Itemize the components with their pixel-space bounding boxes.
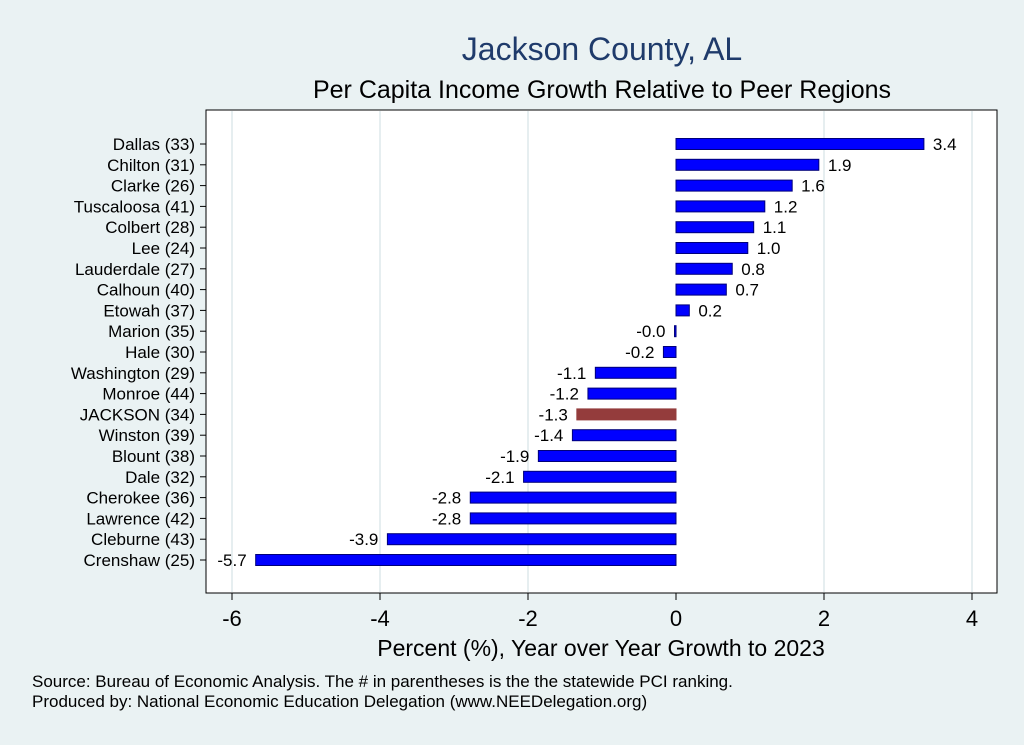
bar-value-label: 3.4 <box>933 135 957 154</box>
producer-line: Produced by: National Economic Education… <box>32 692 648 711</box>
bar-value-label: -5.7 <box>217 551 246 570</box>
x-tick-label: -6 <box>222 606 242 631</box>
bar-value-label: 1.9 <box>828 156 852 175</box>
category-label: Colbert (28) <box>105 218 195 237</box>
x-tick-label: 4 <box>966 606 978 631</box>
category-label: Dale (32) <box>125 468 195 487</box>
bar <box>675 179 793 192</box>
bar-value-label: 1.2 <box>774 197 798 216</box>
bar-highlight <box>576 408 677 421</box>
category-label: Cherokee (36) <box>86 489 195 508</box>
category-label: Chilton (31) <box>107 156 195 175</box>
bar <box>587 387 677 400</box>
bar-value-label: -2.1 <box>485 468 514 487</box>
category-label: Monroe (44) <box>102 385 195 404</box>
x-tick-label: -4 <box>370 606 390 631</box>
bar-value-label: 1.6 <box>801 177 825 196</box>
bar <box>523 470 677 483</box>
axes: Dallas (33) Chilton (31) Clarke (26)Tuscal… <box>71 135 978 631</box>
bar <box>469 491 677 504</box>
bar-value-label: -2.8 <box>432 509 461 528</box>
bar-value-label: 1.0 <box>757 239 781 258</box>
source-line: Source: Bureau of Economic Analysis. The… <box>32 672 733 691</box>
bar-value-label: 0.8 <box>741 260 765 279</box>
x-tick-label: -2 <box>518 606 538 631</box>
bar <box>571 429 677 442</box>
bar <box>675 200 766 213</box>
grid-lines <box>231 111 973 592</box>
bar <box>662 346 677 358</box>
bar-value-label: -1.1 <box>557 364 586 383</box>
bar <box>255 554 677 566</box>
bar-value-label: -2.8 <box>432 489 461 508</box>
x-tick-label: 2 <box>818 606 830 631</box>
bar <box>675 158 820 171</box>
source-note: Source: Bureau of Economic Analysis. The… <box>32 672 733 712</box>
category-label: Marion (35) <box>108 322 195 341</box>
category-label: Etowah (37) <box>103 301 195 320</box>
category-label: Lee (24) <box>132 239 195 258</box>
category-label: Clarke (26) <box>111 177 195 196</box>
bar <box>675 138 925 150</box>
category-label: JACKSON (34) <box>80 405 195 424</box>
chart-subtitle: Per Capita Income Growth Relative to Pee… <box>313 76 891 104</box>
bar-value-label: -1.3 <box>539 405 568 424</box>
bar-value-label: 0.2 <box>698 301 722 320</box>
bar <box>674 325 677 338</box>
category-label: Blount (38) <box>112 447 195 466</box>
category-label: Lawrence (42) <box>86 509 195 528</box>
bar-value-label: -1.9 <box>500 447 529 466</box>
bar-value-label: -0.0 <box>636 322 665 341</box>
category-label: Washington (29) <box>71 364 195 383</box>
category-label: Tuscaloosa (41) <box>74 197 195 216</box>
bar <box>675 304 690 317</box>
bar-value-label: -0.2 <box>625 343 654 362</box>
category-label: Dallas (33) <box>113 135 195 154</box>
bar <box>469 512 677 525</box>
category-label: Cleburne (43) <box>91 530 195 549</box>
bars: 3.4 1.91.61.2 1.1 1.0 0.8 0.7 0.2 -0.0 -0.2 -1.1 -… <box>217 135 956 570</box>
bar <box>386 533 677 546</box>
bar <box>594 366 677 379</box>
bar <box>675 283 727 296</box>
category-label: Hale (30) <box>125 343 195 362</box>
bar-value-label: -1.4 <box>534 426 563 445</box>
bar-value-label: -1.2 <box>550 385 579 404</box>
bar-value-label: 0.7 <box>735 281 759 300</box>
bar <box>675 262 733 275</box>
bar <box>537 450 677 462</box>
category-label: Lauderdale (27) <box>75 260 195 279</box>
x-tick-label: 0 <box>670 606 682 631</box>
bar-value-label: -3.9 <box>349 530 378 549</box>
category-label: Calhoun (40) <box>97 281 195 300</box>
category-label: Crenshaw (25) <box>84 551 196 570</box>
bar <box>675 221 755 234</box>
chart-title: Jackson County, AL <box>462 31 742 67</box>
bar <box>675 242 749 254</box>
category-label: Winston (39) <box>99 426 195 445</box>
bar-value-label: 1.1 <box>763 218 787 237</box>
x-axis-label: Percent (%), Year over Year Growth to 20… <box>377 635 825 661</box>
